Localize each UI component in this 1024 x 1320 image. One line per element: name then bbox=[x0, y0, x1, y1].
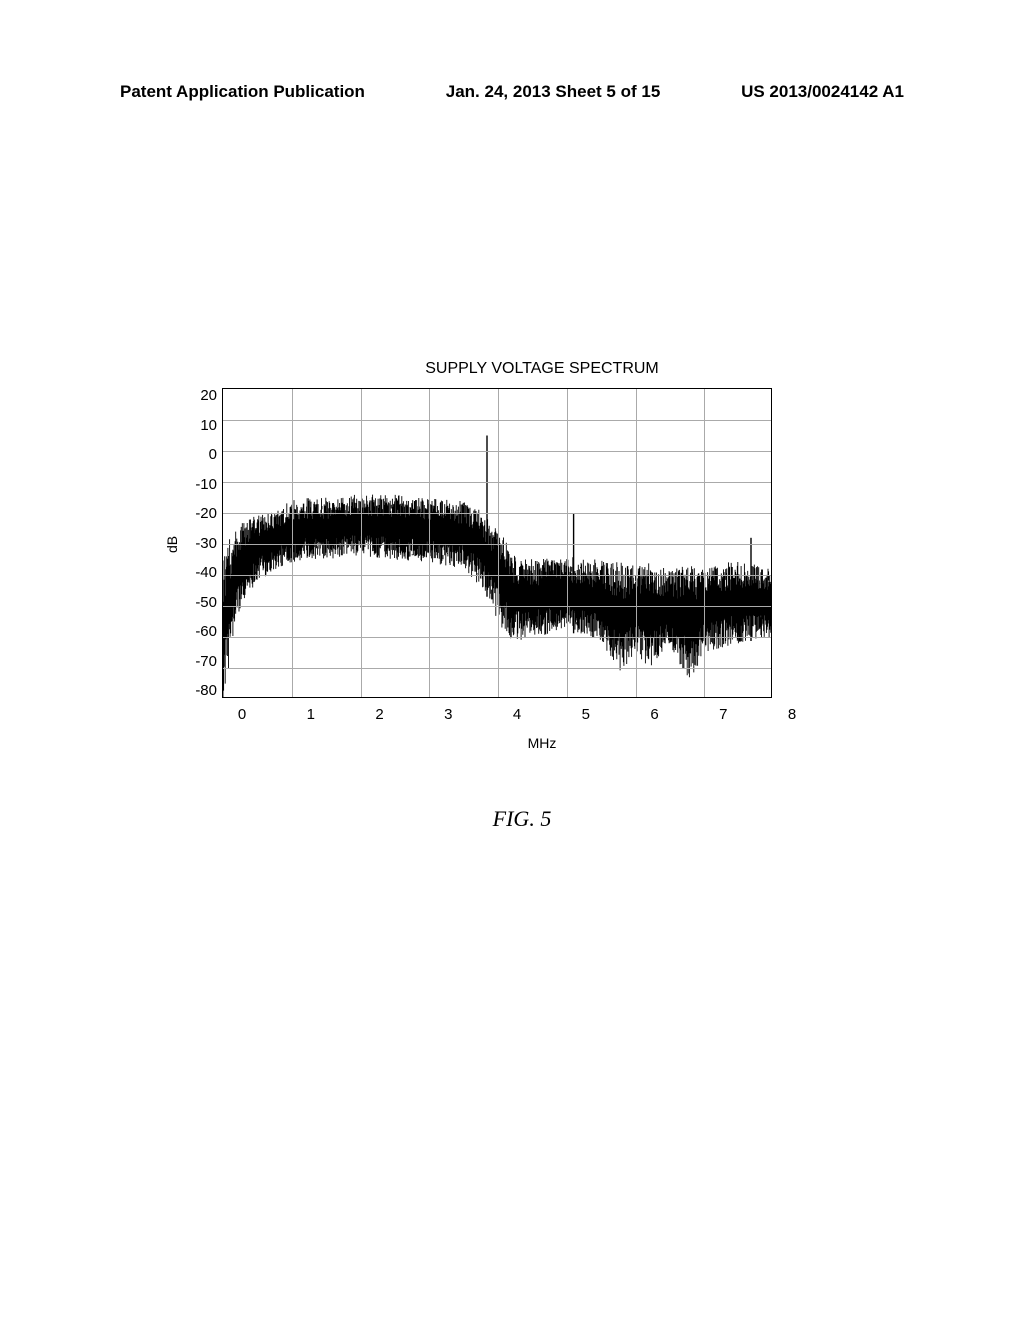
tick-mark bbox=[704, 697, 706, 698]
gridline-h bbox=[223, 544, 771, 545]
x-axis-label: MHz bbox=[162, 735, 862, 751]
tick-mark bbox=[429, 697, 431, 698]
tick-mark bbox=[374, 697, 375, 698]
tick-mark bbox=[456, 697, 457, 698]
tick-mark bbox=[222, 606, 223, 608]
tick-mark bbox=[443, 697, 444, 698]
y-axis-ticks: 20 10 0 -10 -20 -30 -40 -50 -60 -70 -80 bbox=[182, 388, 222, 698]
gridline-h bbox=[223, 668, 771, 669]
y-tick-label: 10 bbox=[182, 418, 217, 433]
tick-mark bbox=[676, 697, 677, 698]
tick-mark bbox=[222, 389, 223, 391]
tick-mark bbox=[649, 697, 650, 698]
tick-mark bbox=[222, 668, 223, 670]
tick-mark bbox=[222, 420, 223, 422]
tick-mark bbox=[566, 697, 568, 698]
tick-mark bbox=[635, 697, 637, 698]
gridline-v bbox=[636, 389, 637, 697]
tick-mark bbox=[305, 697, 306, 698]
gridline-h bbox=[223, 451, 771, 452]
gridline-v bbox=[292, 389, 293, 697]
gridline-v bbox=[361, 389, 362, 697]
header-middle: Jan. 24, 2013 Sheet 5 of 15 bbox=[446, 82, 661, 102]
tick-mark bbox=[401, 697, 402, 698]
tick-mark bbox=[319, 697, 320, 698]
tick-mark bbox=[223, 697, 225, 698]
tick-mark bbox=[511, 697, 512, 698]
page-header: Patent Application Publication Jan. 24, … bbox=[120, 82, 904, 102]
tick-mark bbox=[346, 697, 347, 698]
gridline-h bbox=[223, 606, 771, 607]
y-tick-label: -80 bbox=[182, 683, 217, 698]
tick-mark bbox=[388, 697, 389, 698]
tick-mark bbox=[415, 697, 416, 698]
tick-mark bbox=[759, 697, 760, 698]
tick-mark bbox=[222, 637, 223, 639]
y-tick-label: 20 bbox=[182, 388, 217, 403]
tick-mark bbox=[663, 697, 664, 698]
x-axis-ticks: 012345678 bbox=[242, 706, 792, 723]
y-tick-label: -60 bbox=[182, 624, 217, 639]
gridline-v bbox=[567, 389, 568, 697]
tick-mark bbox=[222, 575, 223, 577]
tick-mark bbox=[250, 697, 251, 698]
gridline-v bbox=[429, 389, 430, 697]
tick-mark bbox=[222, 451, 223, 453]
tick-mark bbox=[236, 697, 237, 698]
gridline-v bbox=[704, 389, 705, 697]
y-tick-label: -10 bbox=[182, 477, 217, 492]
tick-mark bbox=[222, 513, 223, 515]
tick-mark bbox=[539, 697, 540, 698]
tick-mark bbox=[525, 697, 526, 698]
tick-mark bbox=[745, 697, 746, 698]
y-tick-label: -20 bbox=[182, 506, 217, 521]
tick-mark bbox=[470, 697, 471, 698]
tick-mark bbox=[222, 482, 223, 484]
tick-mark bbox=[498, 697, 500, 698]
gridline-h bbox=[223, 420, 771, 421]
tick-mark bbox=[360, 697, 362, 698]
gridline-h bbox=[223, 513, 771, 514]
tick-mark bbox=[608, 697, 609, 698]
header-left: Patent Application Publication bbox=[120, 82, 365, 102]
header-right: US 2013/0024142 A1 bbox=[741, 82, 904, 102]
gridline-v bbox=[498, 389, 499, 697]
tick-mark bbox=[594, 697, 595, 698]
tick-mark bbox=[553, 697, 554, 698]
y-tick-label: 0 bbox=[182, 447, 217, 462]
y-tick-label: -30 bbox=[182, 536, 217, 551]
tick-mark bbox=[484, 697, 485, 698]
tick-mark bbox=[278, 697, 279, 698]
gridline-h bbox=[223, 637, 771, 638]
chart-title: SUPPLY VOLTAGE SPECTRUM bbox=[162, 360, 862, 378]
y-tick-label: -70 bbox=[182, 654, 217, 669]
gridline-h bbox=[223, 482, 771, 483]
spectrum-chart: SUPPLY VOLTAGE SPECTRUM dB 20 10 0 -10 -20 -3… bbox=[162, 360, 862, 832]
plot-wrapper: dB 20 10 0 -10 -20 -30 -40 -50 -60 -70 -80 bbox=[162, 388, 862, 698]
tick-mark bbox=[264, 697, 265, 698]
tick-mark bbox=[333, 697, 334, 698]
tick-mark bbox=[731, 697, 732, 698]
y-axis-label: dB bbox=[164, 533, 180, 553]
y-tick-label: -40 bbox=[182, 565, 217, 580]
plot-area bbox=[222, 388, 772, 698]
tick-mark bbox=[690, 697, 691, 698]
tick-mark bbox=[291, 697, 293, 698]
tick-mark bbox=[580, 697, 581, 698]
tick-mark bbox=[621, 697, 622, 698]
gridline-h bbox=[223, 575, 771, 576]
figure-caption: FIG. 5 bbox=[162, 806, 862, 832]
y-tick-label: -50 bbox=[182, 595, 217, 610]
tick-mark bbox=[222, 544, 223, 546]
tick-mark bbox=[718, 697, 719, 698]
